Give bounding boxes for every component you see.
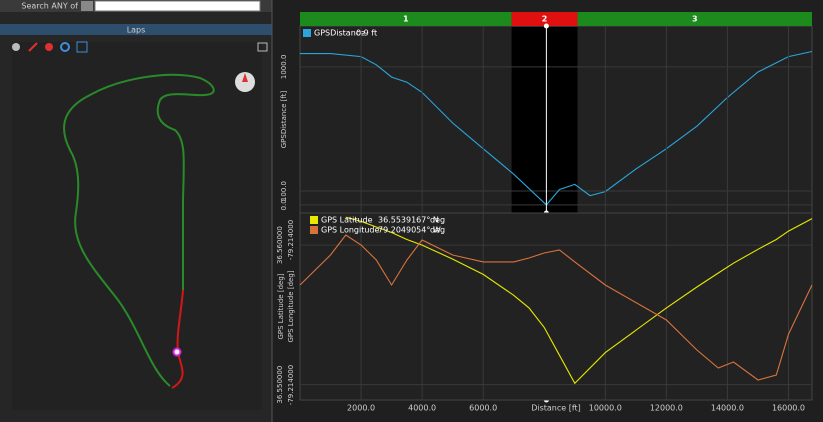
target-icon[interactable] <box>60 42 70 52</box>
search-label: Search ANY of <box>21 2 78 11</box>
y-tick-label: 1000.0 <box>280 55 288 80</box>
plot-area <box>299 212 813 401</box>
segment-highlight <box>511 27 578 213</box>
track-path <box>63 73 215 387</box>
legend-unit: deg <box>430 216 445 225</box>
ruler-icon[interactable] <box>28 42 38 52</box>
search-mode-button[interactable] <box>81 1 93 11</box>
map-area <box>12 42 262 410</box>
x-tick-label: 14000.0 <box>711 404 744 413</box>
track-position <box>172 347 182 357</box>
x-tick-label: 4000.0 <box>408 404 436 413</box>
legend-swatch <box>303 29 311 37</box>
legend-value: 36.5539167° N <box>378 216 439 225</box>
legend-swatch <box>310 216 318 224</box>
y-tick-label: 36.560000 <box>276 226 284 264</box>
segment-label: 1 <box>403 15 409 24</box>
record-icon[interactable] <box>45 43 53 51</box>
search-input[interactable] <box>94 0 261 12</box>
legend-name: GPSDistance <box>314 29 365 38</box>
x-tick-label: 6000.0 <box>469 404 497 413</box>
series-line <box>300 50 813 206</box>
segment-label: 2 <box>542 15 548 24</box>
y-axis-label: GPS Latitude [deg] <box>277 273 285 339</box>
legend-name: GPS Latitude <box>321 216 373 225</box>
cursor-handle <box>543 23 549 29</box>
legend-swatch <box>310 226 318 234</box>
y2-axis-label: GPS Longitude [deg] <box>287 270 295 342</box>
series-line <box>299 234 813 381</box>
legend-value: 79.2049054° W <box>378 226 441 235</box>
legend-value: 0.9 ft <box>356 29 377 38</box>
legend-unit: deg <box>430 226 445 235</box>
y-tick-label: 100.0 <box>280 181 288 201</box>
segment-label: 3 <box>692 15 698 24</box>
x-tick-label: 10000.0 <box>589 404 622 413</box>
legend-name: GPS Longitude <box>321 226 380 235</box>
segment-tab <box>511 12 578 26</box>
segment-tab <box>577 12 812 26</box>
x-axis-label: Distance [ft] <box>531 404 581 413</box>
x-tick-label: 12000.0 <box>650 404 683 413</box>
laps-label: Laps <box>127 26 146 35</box>
compass-needle <box>242 73 248 82</box>
x-tick-label: 16000.0 <box>772 404 805 413</box>
series-line <box>345 216 813 385</box>
y-tick-label: 36.550000 <box>276 366 284 404</box>
settings-icon[interactable] <box>12 43 20 51</box>
y-tick-label: -79.214000 <box>287 220 295 260</box>
y-axis-label: GPSDistance [ft] <box>280 91 288 149</box>
play-icon[interactable] <box>76 41 88 53</box>
export-icon[interactable] <box>257 42 268 52</box>
y-tick-label: 0.0 <box>280 199 288 210</box>
segment-tab <box>300 12 512 26</box>
y-tick-label: -79.214000 <box>287 365 295 405</box>
x-tick-label: 2000.0 <box>347 404 375 413</box>
laps-header[interactable] <box>0 24 272 35</box>
